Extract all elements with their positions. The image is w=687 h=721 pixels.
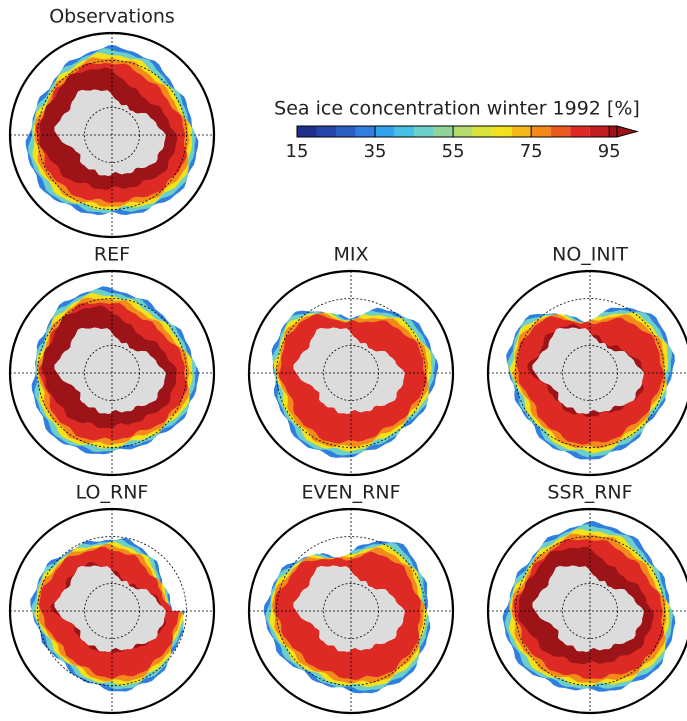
colorbar-segment: [297, 126, 317, 137]
colorbar-segment: [570, 126, 590, 137]
map-panel: [10, 509, 214, 713]
map-panel: [488, 271, 687, 475]
colorbar-segment: [395, 126, 415, 137]
map-panel: [249, 271, 453, 475]
colorbar-segment: [531, 126, 551, 137]
colorbar-segment: [414, 126, 434, 137]
panel-title: MIX: [333, 244, 368, 266]
colorbar-segment: [434, 126, 454, 137]
colorbar-segment: [609, 126, 617, 137]
colorbar-segment: [375, 126, 395, 137]
colorbar-segment: [492, 126, 512, 137]
figure: Sea ice concentration winter 1992 [%] 15…: [0, 0, 687, 717]
colorbar-tick-label: 75: [520, 141, 543, 162]
colorbar-tick-label: 15: [286, 141, 309, 162]
colorbar-title: Sea ice concentration winter 1992 [%]: [274, 98, 640, 120]
colorbar-segment: [551, 126, 571, 137]
panel-title: REF: [94, 244, 130, 266]
panel-title: Observations: [49, 6, 175, 28]
colorbar-segment: [317, 126, 337, 137]
map-panel: [488, 509, 687, 713]
colorbar-segment: [356, 126, 376, 137]
colorbar-tick-label: 95: [598, 141, 621, 162]
colorbar-tick-label: 55: [442, 141, 465, 162]
colorbar-extend: [617, 126, 637, 137]
panel-title: LO_RNF: [76, 482, 149, 504]
panel-title: EVEN_RNF: [301, 482, 400, 504]
map-panel: [249, 509, 453, 713]
colorbar-segment: [512, 126, 532, 137]
colorbar-segment: [473, 126, 493, 137]
colorbar-segment: [590, 126, 610, 137]
map-panel: [10, 33, 214, 237]
colorbar-tick-label: 35: [364, 141, 387, 162]
panel-title: SSR_RNF: [547, 482, 632, 504]
panel-title: NO_INIT: [552, 244, 628, 266]
colorbar-segment: [336, 126, 356, 137]
colorbar-segment: [453, 126, 473, 137]
map-panel: [10, 271, 214, 475]
